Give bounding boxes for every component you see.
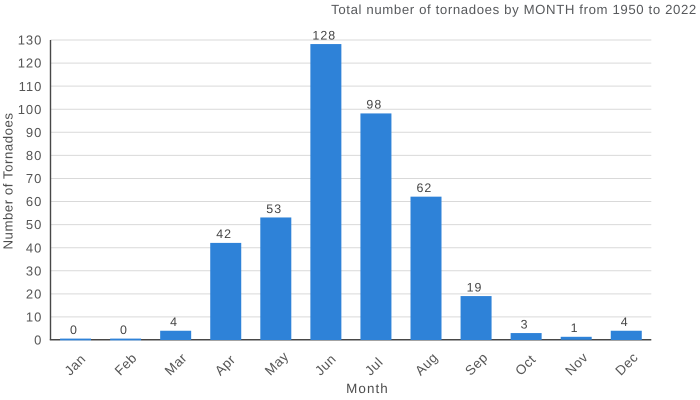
svg-text:Jun: Jun [312,351,339,378]
svg-text:80: 80 [26,148,42,163]
svg-text:98: 98 [366,98,382,112]
svg-text:70: 70 [26,171,42,186]
svg-text:100: 100 [18,102,43,117]
svg-text:Jul: Jul [362,354,386,378]
svg-text:Oct: Oct [512,352,539,379]
svg-text:Apr: Apr [212,352,239,379]
svg-text:62: 62 [417,181,433,195]
svg-text:3: 3 [521,317,529,331]
svg-text:110: 110 [19,79,43,94]
svg-text:Total number of tornadoes by M: Total number of tornadoes by MONTH from … [331,2,697,17]
svg-text:Aug: Aug [412,350,441,379]
svg-text:60: 60 [26,194,42,209]
svg-text:4: 4 [621,315,629,329]
svg-text:Feb: Feb [112,350,140,378]
svg-text:53: 53 [266,202,282,216]
svg-text:30: 30 [26,263,42,278]
svg-text:90: 90 [26,125,42,140]
svg-text:0: 0 [34,333,42,348]
svg-text:40: 40 [26,240,42,255]
svg-text:Sep: Sep [462,350,491,379]
svg-text:Jan: Jan [62,351,89,378]
svg-text:Mar: Mar [162,350,190,378]
svg-text:50: 50 [26,217,42,232]
svg-text:Nov: Nov [562,350,591,379]
svg-text:120: 120 [18,56,43,71]
svg-text:130: 130 [18,33,43,48]
svg-text:20: 20 [26,286,42,301]
svg-text:Number of Tornadoes: Number of Tornadoes [0,112,15,249]
svg-text:42: 42 [216,227,232,241]
svg-text:0: 0 [120,323,128,337]
svg-text:4: 4 [170,315,178,329]
svg-text:128: 128 [312,28,336,42]
svg-text:19: 19 [467,280,483,294]
svg-text:0: 0 [70,323,78,337]
svg-text:10: 10 [26,310,42,325]
svg-text:May: May [262,349,292,379]
svg-text:Month: Month [346,381,389,396]
svg-text:Dec: Dec [612,350,641,379]
svg-text:1: 1 [571,321,579,335]
